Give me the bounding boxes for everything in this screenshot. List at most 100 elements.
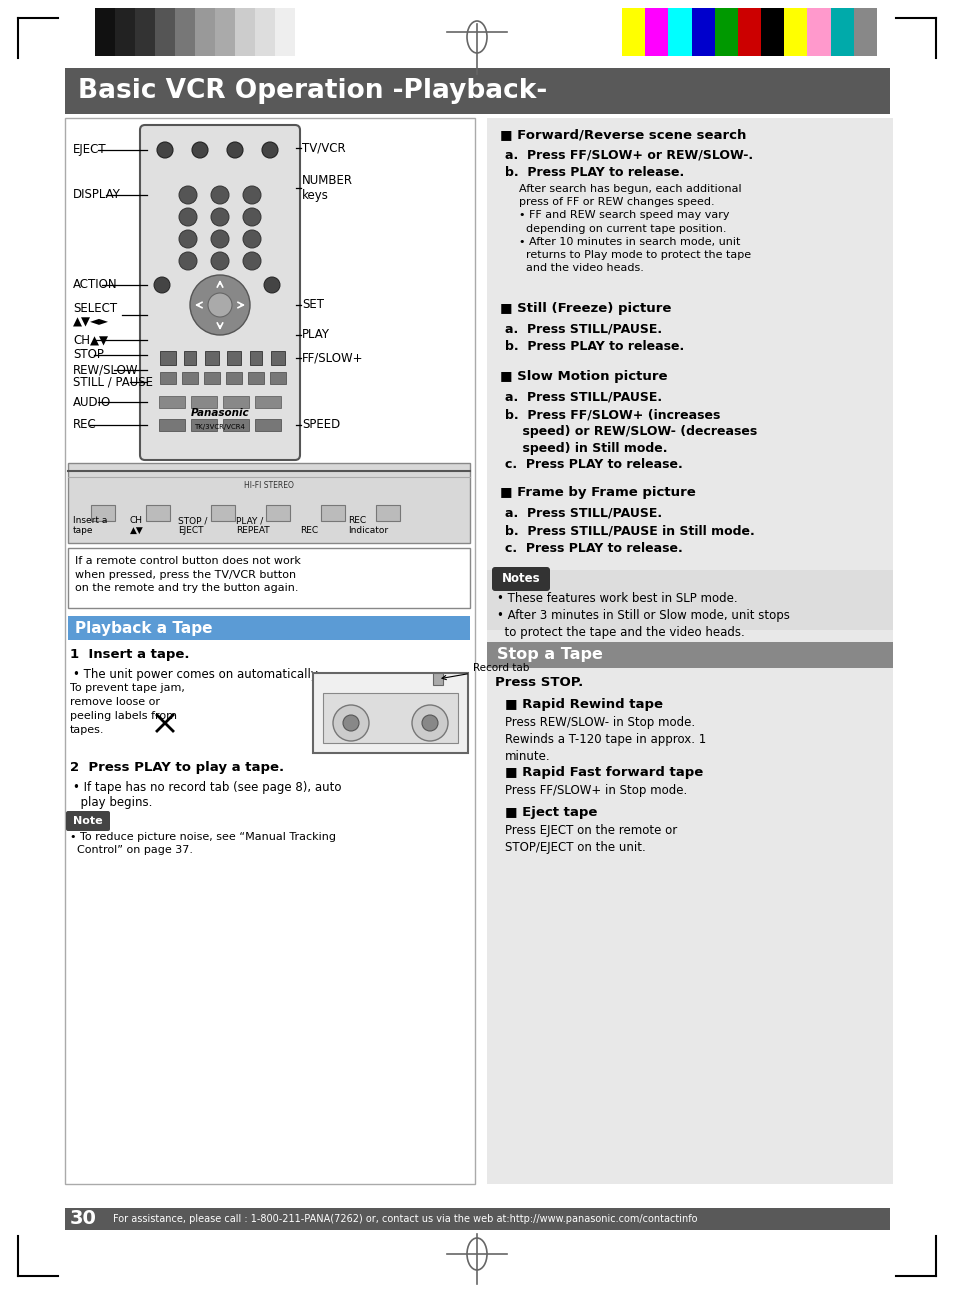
Circle shape: [243, 252, 261, 270]
Text: Notes: Notes: [501, 572, 539, 585]
Text: 1  Insert a tape.: 1 Insert a tape.: [70, 648, 190, 661]
Text: Playback a Tape: Playback a Tape: [75, 621, 213, 635]
Text: TV/VCR: TV/VCR: [302, 141, 345, 154]
Text: STILL / PAUSE: STILL / PAUSE: [73, 375, 152, 388]
Circle shape: [190, 276, 250, 335]
Text: SELECT
▲▼◄►: SELECT ▲▼◄►: [73, 302, 117, 329]
Bar: [254, 396, 281, 408]
Bar: [65, 118, 475, 1184]
Bar: [323, 694, 457, 743]
Text: SPEED: SPEED: [302, 418, 340, 431]
Circle shape: [262, 142, 277, 158]
Bar: [182, 371, 198, 384]
Circle shape: [211, 230, 229, 248]
Text: PLAY: PLAY: [302, 329, 330, 342]
Bar: [68, 547, 470, 608]
Text: If a remote control button does not work
when pressed, press the TV/VCR button
o: If a remote control button does not work…: [75, 556, 300, 593]
Text: • To reduce picture noise, see “Manual Tracking
  Control” on page 37.: • To reduce picture noise, see “Manual T…: [70, 832, 335, 855]
Bar: [204, 371, 220, 384]
Circle shape: [333, 705, 369, 741]
Circle shape: [192, 142, 208, 158]
Circle shape: [179, 186, 196, 204]
Bar: [254, 8, 275, 56]
Text: ■ Slow Motion picture: ■ Slow Motion picture: [499, 370, 667, 383]
Text: Press REW/SLOW- in Stop mode.
Rewinds a T-120 tape in approx. 1
minute.: Press REW/SLOW- in Stop mode. Rewinds a …: [504, 716, 705, 763]
Bar: [274, 8, 295, 56]
Circle shape: [412, 705, 448, 741]
Bar: [320, 505, 345, 521]
Bar: [250, 351, 262, 365]
Text: Record tab: Record tab: [441, 663, 529, 679]
Bar: [184, 351, 195, 365]
Text: Stop a Tape: Stop a Tape: [497, 647, 602, 663]
Text: Note: Note: [73, 817, 103, 826]
Bar: [644, 8, 668, 56]
Text: ■ Rapid Rewind tape: ■ Rapid Rewind tape: [504, 697, 662, 710]
Text: FF/SLOW+: FF/SLOW+: [302, 352, 363, 365]
Bar: [174, 8, 195, 56]
Bar: [135, 8, 155, 56]
Text: REC: REC: [73, 418, 96, 431]
Text: REC
Indicator: REC Indicator: [348, 516, 388, 534]
Bar: [234, 8, 255, 56]
Bar: [159, 419, 185, 431]
Bar: [830, 8, 854, 56]
Circle shape: [243, 230, 261, 248]
Text: EJECT: EJECT: [73, 144, 107, 157]
Bar: [194, 8, 215, 56]
Circle shape: [153, 277, 170, 292]
Text: b.  Press STILL/PAUSE in Still mode.: b. Press STILL/PAUSE in Still mode.: [504, 524, 754, 537]
Bar: [65, 69, 889, 114]
Bar: [691, 8, 715, 56]
Bar: [271, 351, 285, 365]
Text: • If tape has no record tab (see page 8), auto
  play begins.: • If tape has no record tab (see page 8)…: [73, 782, 341, 809]
Bar: [159, 396, 185, 408]
Circle shape: [243, 186, 261, 204]
Circle shape: [157, 142, 172, 158]
Bar: [266, 505, 290, 521]
Text: a.  Press STILL/PAUSE.: a. Press STILL/PAUSE.: [504, 506, 661, 519]
Text: ■ Forward/Reverse scene search: ■ Forward/Reverse scene search: [499, 128, 745, 141]
Bar: [205, 351, 219, 365]
Text: ■ Still (Freeze) picture: ■ Still (Freeze) picture: [499, 302, 671, 314]
Bar: [223, 396, 249, 408]
Circle shape: [211, 208, 229, 226]
Bar: [668, 8, 691, 56]
Text: Basic VCR Operation -Playback-: Basic VCR Operation -Playback-: [78, 78, 547, 104]
Text: ■ Eject tape: ■ Eject tape: [504, 806, 597, 819]
Circle shape: [211, 252, 229, 270]
Bar: [227, 351, 241, 365]
Text: b.  Press FF/SLOW+ (increases
    speed) or REW/SLOW- (decreases
    speed) in S: b. Press FF/SLOW+ (increases speed) or R…: [504, 408, 757, 455]
FancyBboxPatch shape: [140, 126, 299, 459]
Bar: [254, 419, 281, 431]
Bar: [214, 8, 235, 56]
Bar: [191, 419, 216, 431]
Text: Panasonic: Panasonic: [191, 408, 249, 418]
Bar: [486, 642, 892, 668]
Circle shape: [421, 716, 437, 731]
Bar: [146, 505, 170, 521]
Bar: [737, 8, 760, 56]
Text: HI-FI STEREO: HI-FI STEREO: [244, 481, 294, 490]
Text: Insert a
tape: Insert a tape: [73, 516, 108, 534]
Text: ■ Frame by Frame picture: ■ Frame by Frame picture: [499, 487, 695, 499]
FancyBboxPatch shape: [492, 567, 550, 591]
Bar: [211, 505, 234, 521]
Text: SET: SET: [302, 299, 324, 312]
Text: Press EJECT on the remote or
STOP/EJECT on the unit.: Press EJECT on the remote or STOP/EJECT …: [504, 824, 677, 854]
Text: Press FF/SLOW+ in Stop mode.: Press FF/SLOW+ in Stop mode.: [504, 784, 686, 797]
Text: NUMBER
keys: NUMBER keys: [302, 175, 353, 202]
Text: DISPLAY: DISPLAY: [73, 189, 121, 202]
Bar: [375, 505, 399, 521]
Text: • The unit power comes on automatically.: • The unit power comes on automatically.: [73, 668, 319, 681]
Text: a.  Press FF/SLOW+ or REW/SLOW-.: a. Press FF/SLOW+ or REW/SLOW-.: [504, 148, 752, 160]
Circle shape: [243, 208, 261, 226]
Circle shape: [227, 142, 243, 158]
Bar: [68, 463, 470, 543]
Bar: [154, 8, 175, 56]
Text: a.  Press STILL/PAUSE.: a. Press STILL/PAUSE.: [504, 322, 661, 335]
Circle shape: [211, 186, 229, 204]
Circle shape: [179, 252, 196, 270]
Text: CH▲▼: CH▲▼: [73, 334, 108, 347]
Circle shape: [343, 716, 358, 731]
